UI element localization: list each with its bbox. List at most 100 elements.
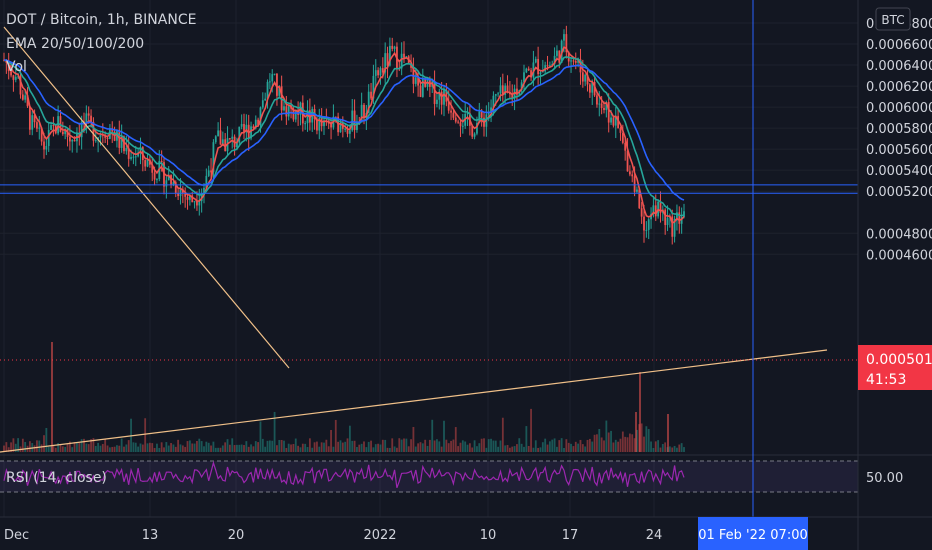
volume-bar	[219, 447, 222, 452]
candle-body	[240, 124, 243, 127]
candle-body	[123, 136, 125, 152]
volume-bar	[457, 446, 460, 452]
rsi-legend[interactable]: RSI (14, close)	[6, 470, 107, 486]
support-trendline[interactable]	[0, 349, 828, 453]
candle-body	[386, 53, 389, 66]
candle-body	[57, 116, 60, 134]
candle-body	[367, 91, 370, 114]
volume-bar	[494, 440, 497, 452]
candle-body	[21, 94, 24, 100]
candle-body	[516, 88, 518, 95]
symbol-title[interactable]: DOT / Bitcoin, 1h, BINANCE	[6, 12, 196, 28]
candle-body	[391, 45, 394, 49]
candle-body	[563, 34, 565, 41]
volume-bar	[14, 443, 17, 452]
candle-body	[130, 157, 132, 159]
volume-bar	[419, 442, 422, 452]
volume-bar	[24, 441, 27, 452]
candle-body	[236, 142, 238, 148]
candle-body	[276, 73, 278, 96]
volume-bar	[398, 438, 401, 452]
volume-bar	[499, 440, 502, 452]
volume-bar	[344, 441, 347, 452]
candle-body	[591, 82, 594, 93]
volume-bar	[273, 411, 276, 452]
volume-bar	[659, 447, 662, 452]
volume-bar	[631, 434, 634, 452]
volume-bar	[205, 441, 208, 452]
volume-bar	[71, 447, 74, 452]
volume-bar	[466, 444, 469, 452]
candle-body	[306, 110, 309, 124]
candle-body	[598, 103, 601, 105]
candle-body	[40, 127, 43, 142]
volume-bar	[553, 438, 556, 452]
candle-body	[506, 85, 509, 93]
volume-bar	[40, 444, 43, 452]
ema-line-ema-100	[3, 59, 685, 201]
candle-body	[26, 95, 29, 107]
volume-bar	[410, 439, 412, 452]
volume-bar	[588, 438, 591, 452]
volume-bar	[45, 427, 48, 452]
volume-bar	[461, 440, 464, 452]
time-tick-label: 13	[142, 528, 159, 543]
price-axis[interactable]: 0.00068000.00066000.00064000.00062000.00…	[857, 0, 932, 550]
volume-bar	[657, 440, 660, 452]
price-tick-label: 0.0006600	[866, 38, 932, 53]
volume-bar	[271, 440, 274, 452]
volume-bar	[85, 443, 88, 452]
last-price-value: 0.0005013	[866, 352, 932, 368]
volume-bar	[492, 440, 495, 452]
volume-bar	[247, 446, 250, 452]
candle-body	[553, 55, 556, 65]
candle-body	[466, 113, 469, 115]
candle-body	[24, 95, 27, 100]
candle-body	[188, 195, 191, 200]
price-tick-label: 0.0006000	[866, 101, 932, 116]
volume-bar	[160, 442, 163, 452]
drawings[interactable]	[0, 26, 858, 453]
candle-body	[659, 201, 662, 213]
volume-bar	[104, 439, 107, 452]
volume-bar	[483, 438, 485, 452]
candle-body	[572, 60, 575, 62]
volume-bar	[179, 444, 182, 452]
candle-body	[231, 136, 234, 139]
ema-legend[interactable]: EMA 20/50/100/200	[6, 36, 144, 52]
volume-bar	[459, 442, 462, 452]
downtrend-line[interactable]	[3, 26, 290, 369]
currency-badge[interactable]	[875, 7, 911, 31]
volume-bar	[231, 438, 234, 452]
candle-body	[210, 170, 212, 173]
time-axis[interactable]: Dec 13 20 2022 10 17 24	[0, 516, 932, 543]
volume-bar	[228, 444, 231, 452]
candle-body	[537, 58, 540, 75]
candle-body	[619, 128, 622, 133]
candle-body	[596, 95, 598, 105]
volume-bar	[598, 428, 601, 452]
candle-body	[480, 111, 483, 118]
volume-bar	[647, 429, 650, 452]
volume-legend[interactable]: Vol	[6, 59, 27, 75]
candle-body	[603, 107, 605, 111]
volume-bar	[518, 438, 521, 452]
candle-body	[617, 115, 620, 129]
volume-bar	[191, 443, 194, 452]
candle-body	[94, 140, 97, 142]
volume-bar	[356, 446, 358, 452]
volume-bar	[450, 440, 452, 452]
volume-bar	[278, 440, 281, 452]
volume-bar	[377, 443, 380, 452]
volume-bar	[487, 439, 490, 452]
volume-bar	[116, 445, 118, 452]
volume-bar	[393, 446, 396, 452]
volume-bar	[203, 446, 205, 452]
volume-bar	[473, 440, 476, 452]
volume-bar	[334, 419, 337, 452]
volume-bar	[83, 438, 85, 452]
volume-bar	[52, 445, 55, 452]
volume-bar	[346, 438, 349, 452]
